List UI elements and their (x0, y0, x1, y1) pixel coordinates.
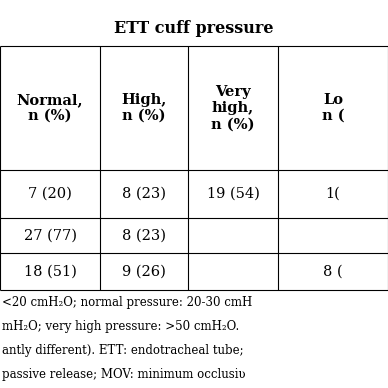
Text: Lo
n (: Lo n ( (322, 93, 344, 123)
Text: 9 (26): 9 (26) (122, 265, 166, 279)
Text: ETT cuff pressure: ETT cuff pressure (114, 20, 274, 37)
Text: 18 (51): 18 (51) (24, 265, 76, 279)
Text: antly different). ETT: endotracheal tube;: antly different). ETT: endotracheal tube… (2, 344, 244, 357)
Text: mH₂O; very high pressure: >50 cmH₂O.: mH₂O; very high pressure: >50 cmH₂O. (2, 320, 239, 333)
Text: High,
n (%): High, n (%) (121, 93, 166, 123)
Text: 1(: 1( (326, 187, 340, 201)
Text: 8 (23): 8 (23) (122, 229, 166, 242)
Text: <20 cmH₂O; normal pressure: 20-30 cmH: <20 cmH₂O; normal pressure: 20-30 cmH (2, 296, 252, 309)
Text: 19 (54): 19 (54) (206, 187, 260, 201)
Text: Normal,
n (%): Normal, n (%) (17, 93, 83, 123)
Text: 27 (77): 27 (77) (24, 229, 76, 242)
Text: 7 (20): 7 (20) (28, 187, 72, 201)
Text: 8 (23): 8 (23) (122, 187, 166, 201)
Text: 8 (: 8 ( (323, 265, 343, 279)
Text: Very
high,
n (%): Very high, n (%) (211, 85, 255, 131)
Text: passive release; MOV: minimum occlusiʋ: passive release; MOV: minimum occlusiʋ (2, 368, 246, 381)
